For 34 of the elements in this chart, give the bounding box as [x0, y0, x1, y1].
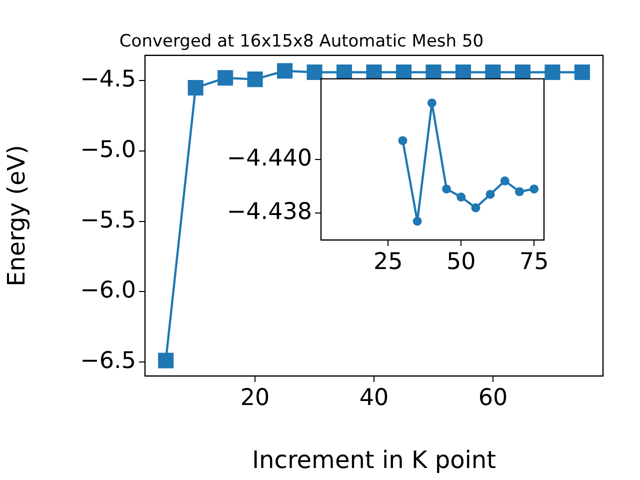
y-tick-label: −6.0	[80, 278, 136, 304]
x-axis-title: Increment in K point	[252, 446, 496, 474]
x-tick-label: 25	[373, 248, 403, 275]
point	[514, 187, 524, 196]
y-axis-title: Energy (eV)	[2, 144, 31, 286]
x-tick-label: 20	[240, 384, 270, 411]
y-tick-label: −4.5	[80, 66, 136, 93]
y-tick-label: −4.438	[226, 199, 312, 226]
point	[306, 64, 322, 80]
point	[486, 190, 495, 199]
y-tick-label: −4.440	[226, 145, 312, 172]
point	[530, 184, 539, 194]
point	[188, 80, 204, 96]
point	[412, 216, 422, 226]
x-tick-label: 75	[519, 248, 549, 275]
point	[442, 184, 452, 194]
point	[456, 192, 466, 202]
point	[500, 176, 510, 186]
x-tick-label: 60	[478, 384, 508, 411]
y-tick-label: −5.0	[80, 136, 136, 163]
x-tick-label: 40	[359, 384, 389, 411]
y-tick-label: −5.5	[80, 207, 136, 234]
point	[574, 64, 590, 80]
point	[471, 203, 480, 212]
point	[398, 136, 408, 146]
point	[158, 352, 174, 368]
x-tick-label: 50	[446, 248, 476, 275]
point	[277, 63, 293, 79]
chart-title: Converged at 16x15x8 Automatic Mesh 50	[119, 32, 484, 52]
point	[544, 64, 560, 80]
point	[218, 70, 234, 86]
y-tick-label: −6.5	[80, 348, 136, 374]
point	[427, 98, 436, 108]
point	[247, 72, 263, 88]
